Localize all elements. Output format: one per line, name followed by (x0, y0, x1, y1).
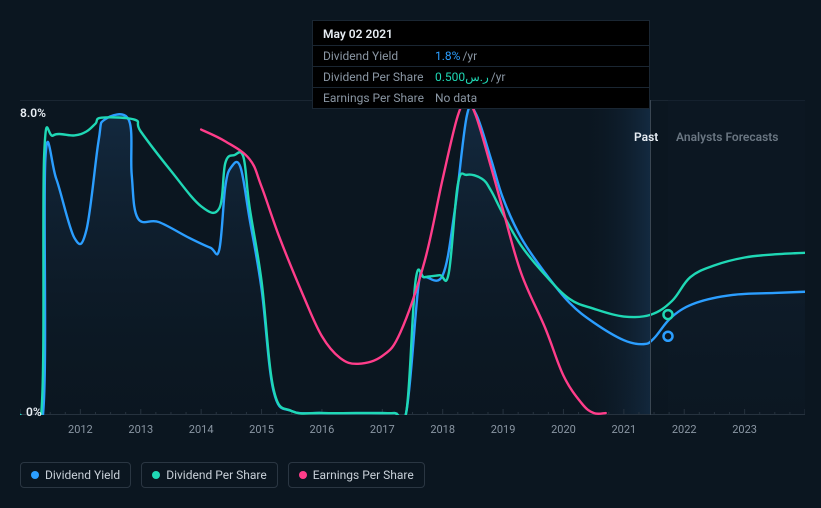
tooltip-date: May 02 2021 (313, 21, 649, 45)
chart-svg (20, 100, 805, 415)
x-axis-tick: 2019 (491, 423, 516, 436)
tooltip-row-dividend-yield: Dividend Yield 1.8% /yr (313, 45, 649, 66)
crosshair-line (650, 100, 651, 415)
x-axis-tick: 2012 (68, 423, 93, 436)
x-axis-tick: 2017 (370, 423, 395, 436)
x-axis-tick: 2020 (551, 423, 576, 436)
tooltip-row-earnings-per-share: Earnings Per Share No data (313, 87, 649, 108)
x-axis-tick: 2015 (249, 423, 274, 436)
tooltip-value: No data (435, 91, 477, 105)
tooltip-value: ر.س0.500 (435, 70, 489, 84)
legend-label: Earnings Per Share (313, 468, 414, 482)
tooltip-label: Earnings Per Share (323, 91, 435, 105)
chart-tooltip: May 02 2021 Dividend Yield 1.8% /yr Divi… (312, 20, 650, 109)
x-axis-tick: 2018 (430, 423, 455, 436)
legend-item-dividend-per-share[interactable]: Dividend Per Share (141, 462, 278, 488)
legend-dot (299, 471, 307, 479)
chart-legend: Dividend Yield Dividend Per Share Earnin… (20, 462, 425, 488)
chart-plot-area[interactable] (20, 100, 805, 415)
tooltip-label: Dividend Yield (323, 49, 435, 63)
chart-container: May 02 2021 Dividend Yield 1.8% /yr Divi… (0, 0, 821, 508)
legend-dot (31, 471, 39, 479)
tooltip-label: Dividend Per Share (323, 70, 435, 84)
section-label-forecast: Analysts Forecasts (676, 130, 778, 144)
legend-label: Dividend Per Share (166, 468, 267, 482)
tooltip-row-dividend-per-share: Dividend Per Share ر.س0.500 /yr (313, 66, 649, 87)
legend-item-earnings-per-share[interactable]: Earnings Per Share (288, 462, 425, 488)
tooltip-unit: /yr (491, 70, 506, 84)
tooltip-unit: /yr (462, 49, 477, 63)
y-axis-label-min: 0% (26, 405, 42, 419)
section-label-past: Past (634, 130, 658, 144)
x-axis: 2012 2013 2014 2015 2016 2017 2018 2019 2020 2021… (20, 420, 805, 440)
x-axis-tick: 2013 (128, 423, 153, 436)
x-axis-tick: 2016 (310, 423, 335, 436)
legend-label: Dividend Yield (45, 468, 120, 482)
x-axis-tick: 2022 (672, 423, 697, 436)
legend-item-dividend-yield[interactable]: Dividend Yield (20, 462, 131, 488)
legend-dot (152, 471, 160, 479)
tooltip-value: 1.8% (435, 49, 460, 63)
x-axis-tick: 2023 (732, 423, 757, 436)
x-axis-tick: 2021 (611, 423, 636, 436)
x-axis-tick: 2014 (189, 423, 214, 436)
